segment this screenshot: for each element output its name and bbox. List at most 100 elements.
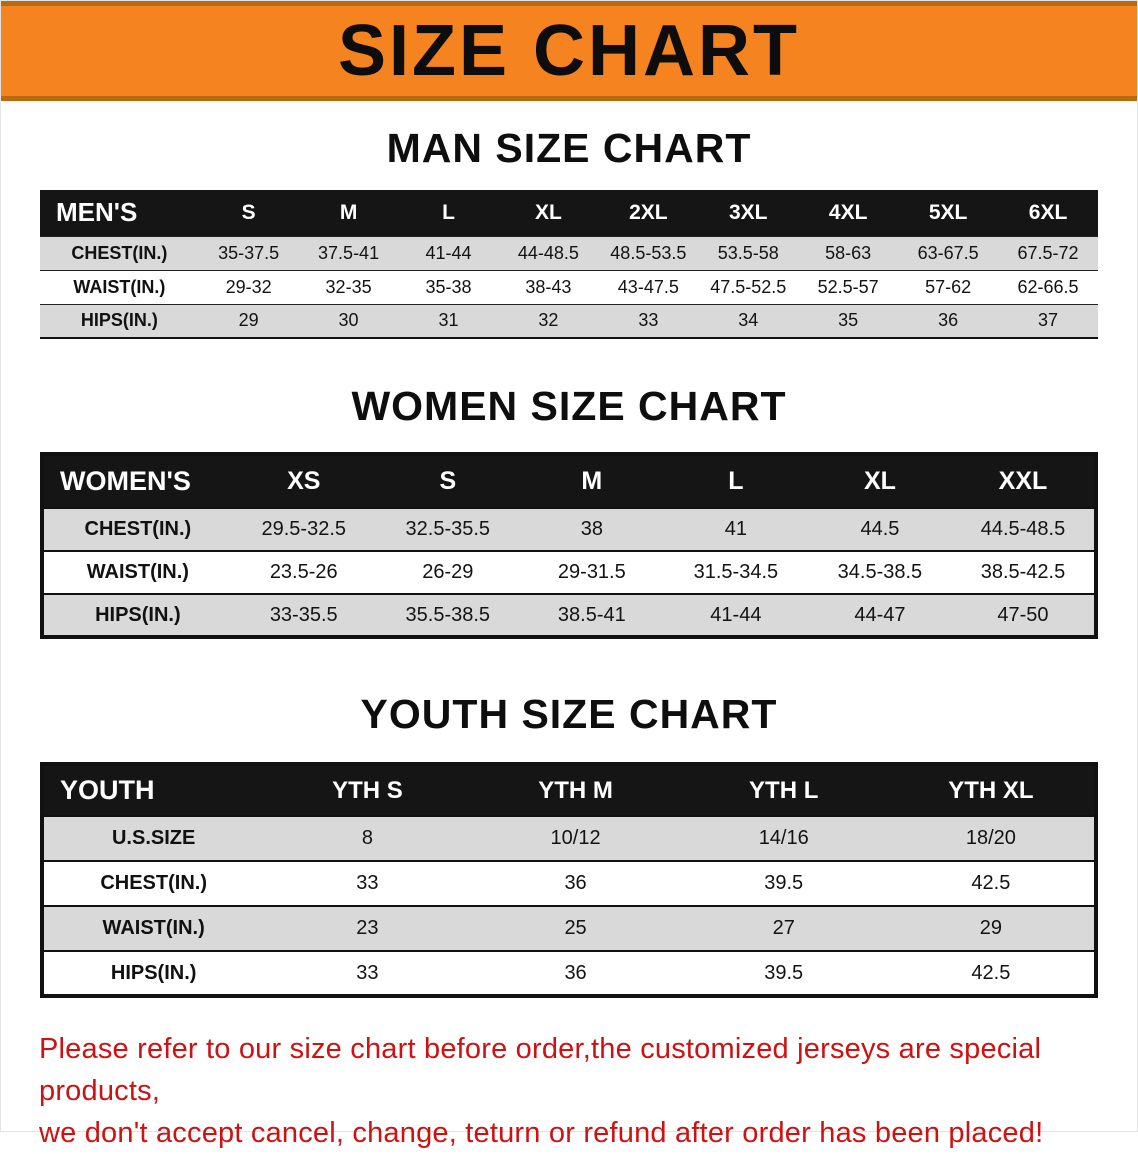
row-label-cell: U.S.SIZE (111, 827, 196, 849)
table-row: WAIST(IN.) 23.5-26 26-29 29-31.5 31.5-34.5 34… (42, 551, 1096, 594)
size-value-cell: 33-35.5 (269, 603, 338, 626)
table-header-row: WOMEN'S XS S M L XL XXL (42, 454, 1096, 508)
size-column-header: 5XL (898, 190, 999, 236)
size-value-cell: 44-47 (854, 603, 906, 626)
size-column-header: YTH M (471, 764, 680, 816)
row-label-cell: CHEST(IN.) (84, 518, 192, 540)
banner-title: SIZE CHART (338, 11, 800, 91)
size-value-cell: 29 (238, 310, 259, 331)
size-value-cell: 37 (1038, 310, 1059, 331)
size-value-cell: 29-31.5 (557, 561, 626, 583)
row-label-cell: CHEST(IN.) (71, 242, 168, 263)
youth-size-table: YOUTH YTH S YTH M YTH L YTH XL U.S.SIZE 8 10/12… (40, 762, 1098, 998)
size-value-cell: 57-62 (925, 276, 972, 297)
size-value-cell: 52.5-57 (817, 276, 879, 297)
size-value-cell: 36 (938, 310, 959, 331)
size-value-cell: 27 (772, 917, 795, 939)
size-value-cell: 39.5 (764, 872, 804, 894)
size-column-header: XL (498, 190, 599, 236)
row-label-cell: CHEST(IN.) (100, 872, 207, 894)
row-label-cell: WAIST(IN.) (86, 561, 189, 583)
men-size-section: MAN SIZE CHART MEN'S S M L XL 2XL 3XL 4XL 5XL 6XL… (1, 125, 1137, 339)
size-value-cell: 35 (838, 310, 859, 331)
table-row: CHEST(IN.) 33 36 39.5 42.5 (42, 861, 1096, 906)
size-value-cell: 62-66.5 (1017, 276, 1079, 297)
size-value-cell: 41-44 (710, 603, 762, 626)
size-value-cell: 34.5-38.5 (837, 561, 923, 583)
size-column-header: S (198, 190, 299, 236)
size-value-cell: 30 (338, 310, 359, 331)
women-size-section: WOMEN SIZE CHART WOMEN'S XS S M L XL XXL CHEST(… (1, 383, 1137, 639)
men-size-table: MEN'S S M L XL 2XL 3XL 4XL 5XL 6XL CHEST(IN.) 35-37… (40, 190, 1098, 339)
notice-line-1: Please refer to our size chart before or… (39, 1033, 1042, 1108)
size-value-cell: 47.5-52.5 (710, 276, 787, 297)
size-value-cell: 26-29 (422, 561, 474, 583)
table-row: WAIST(IN.) 29-32 32-35 35-38 38-43 43-47.5 47.… (40, 270, 1098, 304)
size-column-header: 3XL (698, 190, 799, 236)
size-value-cell: 31 (438, 310, 459, 331)
size-value-cell: 38.5-41 (557, 603, 626, 626)
size-value-cell: 48.5-53.5 (610, 242, 687, 263)
size-value-cell: 31.5-34.5 (693, 561, 779, 583)
size-chart-banner: SIZE CHART (1, 1, 1137, 101)
order-notice: Please refer to our size chart before or… (39, 1028, 1099, 1154)
size-value-cell: 29.5-32.5 (261, 518, 346, 540)
size-value-cell: 32 (538, 310, 559, 331)
size-value-cell: 32-35 (325, 276, 372, 297)
size-value-cell: 29-32 (225, 276, 272, 297)
size-column-header: XL (807, 454, 952, 508)
size-value-cell: 36 (564, 872, 587, 894)
table-row: HIPS(IN.) 29 30 31 32 33 34 35 36 37 (40, 304, 1098, 338)
size-value-cell: 44.5 (860, 518, 900, 540)
size-value-cell: 67.5-72 (1017, 242, 1079, 263)
size-column-header: 4XL (798, 190, 899, 236)
row-label-cell: HIPS(IN.) (110, 961, 197, 984)
size-column-header: L (398, 190, 499, 236)
size-value-cell: 63-67.5 (917, 242, 979, 263)
size-value-cell: 53.5-58 (717, 242, 779, 263)
table-header-row: MEN'S S M L XL 2XL 3XL 4XL 5XL 6XL (40, 190, 1098, 236)
size-value-cell: 8 (361, 827, 373, 849)
table-row: U.S.SIZE 8 10/12 14/16 18/20 (42, 816, 1096, 861)
size-value-cell: 38-43 (525, 276, 572, 297)
size-value-cell: 38.5-42.5 (980, 561, 1066, 583)
table-header-row: YOUTH YTH S YTH M YTH L YTH XL (42, 764, 1096, 816)
size-value-cell: 25 (564, 917, 587, 939)
size-column-header: 2XL (598, 190, 699, 236)
size-value-cell: 35-37.5 (218, 242, 280, 263)
table-row: HIPS(IN.) 33-35.5 35.5-38.5 38.5-41 41-44 44-… (42, 594, 1096, 637)
size-value-cell: 32.5-35.5 (405, 518, 491, 540)
size-value-cell: 23 (356, 917, 379, 939)
size-value-cell: 41 (724, 518, 747, 540)
size-column-header: 6XL (998, 190, 1098, 236)
size-value-cell: 36 (564, 961, 587, 984)
size-column-header: M (298, 190, 399, 236)
size-value-cell: 44-48.5 (517, 242, 579, 263)
size-value-cell: 35.5-38.5 (405, 603, 491, 626)
size-value-cell: 18/20 (965, 827, 1016, 849)
size-value-cell: 41-44 (425, 242, 472, 263)
size-column-header: L (663, 454, 808, 508)
size-column-header: S (375, 454, 520, 508)
row-label-cell: WAIST(IN.) (102, 917, 205, 939)
size-value-cell: 10/12 (550, 827, 601, 849)
size-column-header: M (519, 454, 664, 508)
size-value-cell: 38 (580, 518, 603, 540)
women-section-heading: WOMEN SIZE CHART (351, 383, 787, 429)
size-value-cell: 29 (979, 917, 1003, 939)
size-value-cell: 47-50 (997, 603, 1049, 626)
size-value-cell: 33 (356, 872, 379, 894)
notice-line-2: we don't accept cancel, change, teturn o… (39, 1117, 1044, 1150)
row-label-cell: HIPS(IN.) (95, 603, 181, 626)
size-column-header: YTH S (263, 764, 472, 816)
size-value-cell: 44.5-48.5 (980, 518, 1066, 540)
size-value-cell: 58-63 (825, 242, 872, 263)
table-title-cell: MEN'S (40, 190, 199, 236)
table-row: WAIST(IN.) 23 25 27 29 (42, 906, 1096, 951)
youth-size-section: YOUTH SIZE CHART YOUTH YTH S YTH M YTH L YTH… (1, 691, 1137, 998)
size-value-cell: 37.5-41 (318, 242, 380, 263)
size-value-cell: 33 (356, 961, 379, 984)
table-row: HIPS(IN.) 33 36 39.5 42.5 (42, 951, 1096, 996)
table-title-cell: WOMEN'S (42, 454, 232, 508)
women-size-table: WOMEN'S XS S M L XL XXL CHEST(IN.) 29.5-32.5 32.5… (40, 452, 1098, 639)
